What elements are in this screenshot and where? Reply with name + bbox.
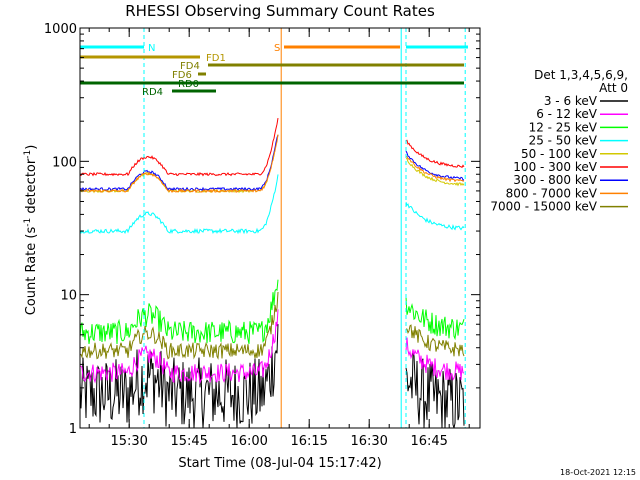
- series-line-1: [79, 309, 279, 385]
- y-tick-label: 1: [69, 422, 77, 437]
- series-line-3: [405, 201, 465, 231]
- legend-entry-label: 25 - 50 keV: [529, 134, 598, 148]
- y-axis-label-part: Count Rate (s: [24, 227, 39, 316]
- y-axis-label-part: detector: [24, 158, 39, 218]
- flag-label-n: N: [148, 43, 155, 54]
- legend-entry-label: 12 - 25 keV: [529, 120, 598, 134]
- y-axis-label-sup: -1: [23, 218, 33, 227]
- flag-label-rd0: RD0: [178, 79, 199, 90]
- series-line-5: [405, 139, 465, 169]
- series-line-6: [405, 150, 465, 181]
- y-tick-label: 10: [60, 289, 77, 304]
- flag-label-fd1: FD1: [206, 53, 226, 64]
- legend-entry-label: 300 - 800 keV: [513, 173, 597, 187]
- plot-frame: [79, 27, 481, 429]
- series-line-1: [405, 337, 465, 381]
- series-line-8: [405, 324, 465, 357]
- series-line-7: [79, 134, 279, 194]
- legend-header-line2: Att 0: [599, 81, 628, 95]
- x-tick-label: 16:00: [230, 434, 267, 449]
- x-tick-label: 15:45: [170, 434, 207, 449]
- legend-entry-label: 100 - 300 keV: [513, 160, 597, 174]
- y-axis-label-part: ): [24, 145, 39, 150]
- series-line-4: [405, 158, 465, 187]
- flag-label-fd6: FD6: [172, 70, 192, 81]
- series-line-2: [405, 296, 465, 341]
- legend-entry-label: 800 - 7000 keV: [506, 186, 598, 200]
- series-line-0: [79, 324, 279, 429]
- series-line-0: [405, 352, 465, 429]
- flag-label-fd4: FD4: [180, 61, 200, 72]
- series-line-3: [79, 174, 279, 235]
- y-tick-label: 100: [52, 155, 77, 170]
- x-tick-label: 16:30: [350, 434, 387, 449]
- legend-entry-label: 7000 - 15000 keV: [490, 200, 597, 214]
- footer-timestamp: 18-Oct-2021 12:15: [560, 468, 636, 477]
- y-axis-label-sup: -1: [23, 150, 33, 159]
- x-tick-label: 16:45: [410, 434, 447, 449]
- series-line-2: [79, 279, 279, 345]
- legend-entry-label: 50 - 100 keV: [521, 147, 598, 161]
- x-tick-label: 16:15: [290, 434, 327, 449]
- chart-title: RHESSI Observing Summary Count Rates: [125, 2, 435, 20]
- series-line-7: [405, 155, 465, 183]
- x-tick-label: 15:30: [110, 434, 147, 449]
- flag-label-rd4: RD4: [142, 87, 163, 98]
- x-axis-label: Start Time (08-Jul-04 15:17:42): [178, 456, 381, 471]
- series-line-8: [79, 291, 279, 360]
- legend-entry-label: 6 - 12 keV: [536, 107, 598, 121]
- legend-entry-label: 3 - 6 keV: [544, 94, 598, 108]
- y-tick-label: 1000: [44, 22, 77, 37]
- legend-header-line1: Det 1,3,4,5,6,9,: [534, 68, 628, 82]
- y-axis-label: Count Rate (s-1 detector-1): [23, 145, 39, 316]
- series-line-5: [79, 118, 279, 177]
- flag-label-s: S: [274, 43, 280, 54]
